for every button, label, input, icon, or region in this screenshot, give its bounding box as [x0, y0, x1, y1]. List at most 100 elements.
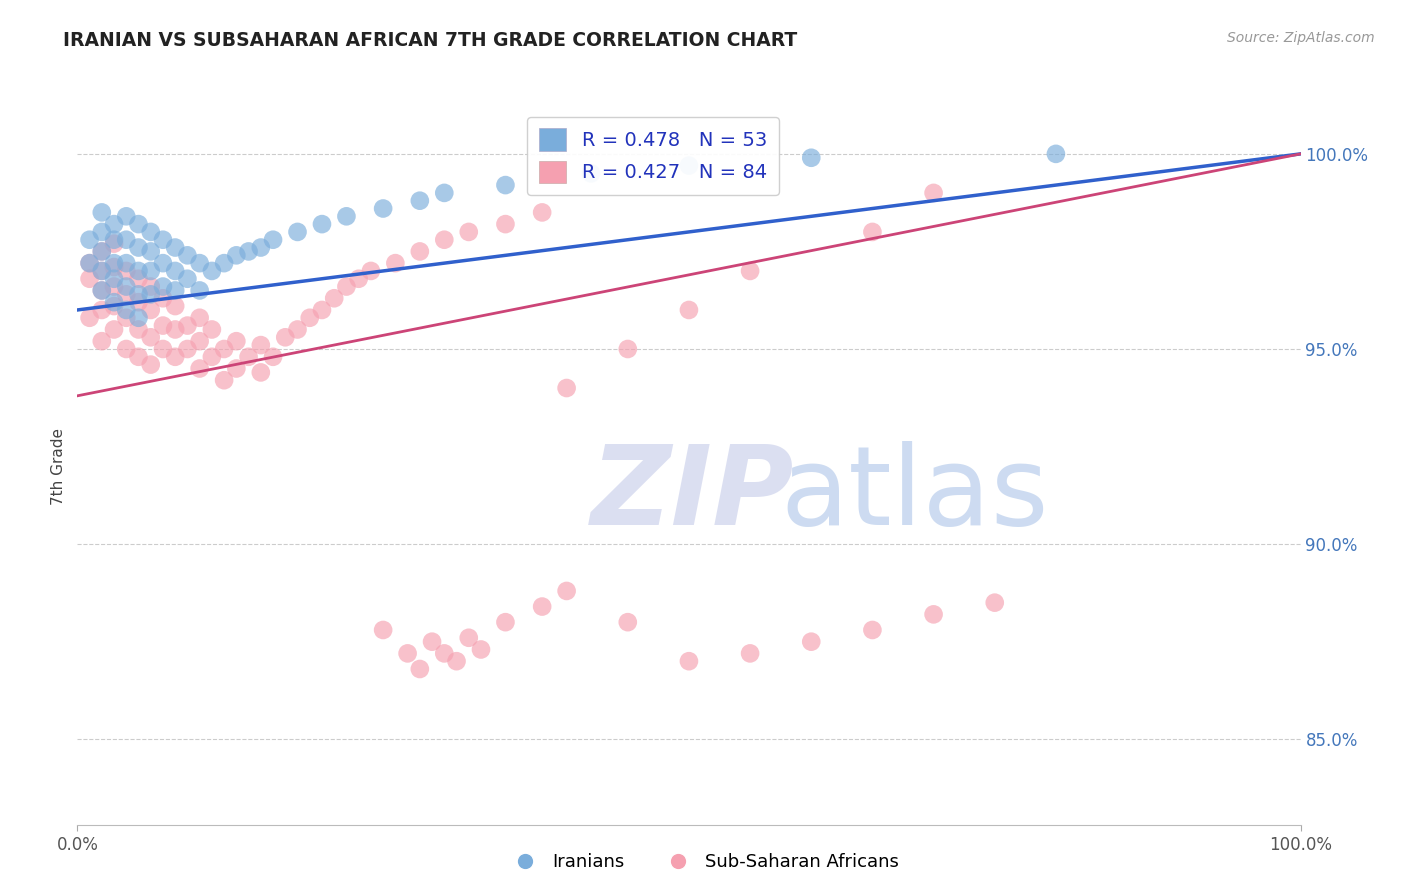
Point — [90, 334, 112, 349]
Point — [152, 318, 174, 333]
Point — [165, 264, 187, 278]
Point — [127, 310, 149, 325]
Point — [115, 279, 138, 293]
Point — [433, 186, 456, 200]
Point — [800, 151, 823, 165]
Point — [79, 256, 101, 270]
Point — [984, 596, 1007, 610]
Point — [165, 240, 187, 254]
Point — [79, 271, 101, 285]
Point — [90, 225, 112, 239]
Point — [335, 279, 357, 293]
Point — [1045, 146, 1067, 161]
Point — [115, 302, 138, 317]
Point — [90, 302, 112, 317]
Point — [470, 642, 492, 657]
Point — [103, 299, 125, 313]
Point — [139, 244, 162, 259]
Point — [335, 209, 357, 223]
Point — [740, 646, 762, 660]
Point — [740, 264, 762, 278]
Point — [531, 205, 554, 219]
Point — [212, 373, 235, 387]
Point — [90, 244, 112, 259]
Point — [457, 225, 479, 239]
Point — [188, 284, 211, 298]
Point — [371, 623, 394, 637]
Point — [90, 244, 112, 259]
Point — [347, 271, 370, 285]
Point — [311, 217, 333, 231]
Point — [103, 322, 125, 336]
Point — [800, 634, 823, 648]
Point — [79, 310, 101, 325]
Point — [127, 240, 149, 254]
Point — [152, 279, 174, 293]
Point — [225, 248, 247, 262]
Point — [90, 264, 112, 278]
Point — [165, 350, 187, 364]
Point — [139, 287, 162, 301]
Point — [139, 279, 162, 293]
Point — [409, 194, 432, 208]
Point — [457, 631, 479, 645]
Point — [225, 334, 247, 349]
Point — [127, 322, 149, 336]
Point — [311, 302, 333, 317]
Point — [262, 350, 284, 364]
Point — [201, 264, 224, 278]
Point — [250, 338, 273, 352]
Point — [127, 271, 149, 285]
Point — [579, 166, 602, 180]
Point — [127, 295, 149, 310]
Point — [298, 310, 321, 325]
Point — [862, 225, 884, 239]
Point — [176, 248, 198, 262]
Point — [225, 361, 247, 376]
Point — [287, 225, 309, 239]
Point — [409, 662, 432, 676]
Point — [250, 365, 273, 379]
Point — [678, 159, 700, 173]
Point — [103, 271, 125, 285]
Point — [384, 256, 406, 270]
Point — [531, 599, 554, 614]
Point — [152, 256, 174, 270]
Point — [115, 209, 138, 223]
Point — [139, 264, 162, 278]
Point — [127, 264, 149, 278]
Point — [250, 240, 273, 254]
Point — [555, 583, 578, 598]
Point — [188, 334, 211, 349]
Point — [201, 322, 224, 336]
Point — [176, 318, 198, 333]
Point — [495, 217, 517, 231]
Point — [176, 342, 198, 356]
Legend: R = 0.478   N = 53, R = 0.427   N = 84: R = 0.478 N = 53, R = 0.427 N = 84 — [527, 117, 779, 194]
Point — [152, 342, 174, 356]
Point — [420, 634, 443, 648]
Point — [409, 244, 432, 259]
Point — [152, 233, 174, 247]
Point — [922, 607, 945, 622]
Point — [495, 178, 517, 192]
Point — [139, 302, 162, 317]
Point — [165, 322, 187, 336]
Point — [495, 615, 517, 629]
Point — [103, 236, 125, 251]
Point — [139, 358, 162, 372]
Legend: Iranians, Sub-Saharan Africans: Iranians, Sub-Saharan Africans — [499, 847, 907, 879]
Point — [139, 330, 162, 344]
Point — [433, 233, 456, 247]
Text: Source: ZipAtlas.com: Source: ZipAtlas.com — [1227, 31, 1375, 45]
Point — [103, 260, 125, 274]
Text: ZIP: ZIP — [591, 442, 794, 549]
Point — [555, 381, 578, 395]
Point — [617, 342, 640, 356]
Point — [90, 264, 112, 278]
Point — [127, 217, 149, 231]
Point — [152, 291, 174, 305]
Point — [287, 322, 309, 336]
Point — [188, 361, 211, 376]
Point — [274, 330, 297, 344]
